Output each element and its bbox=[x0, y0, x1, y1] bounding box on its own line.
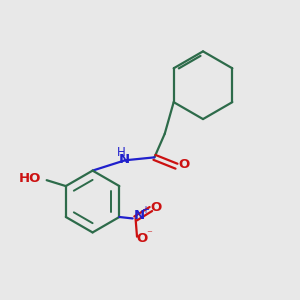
Text: O: O bbox=[151, 201, 162, 214]
Text: HO: HO bbox=[19, 172, 41, 185]
Text: H: H bbox=[117, 146, 126, 159]
Text: N: N bbox=[134, 209, 145, 222]
Text: ⁻: ⁻ bbox=[146, 229, 152, 239]
Text: N: N bbox=[119, 153, 130, 166]
Text: O: O bbox=[137, 232, 148, 245]
Text: O: O bbox=[179, 158, 190, 171]
Text: +: + bbox=[141, 205, 149, 215]
